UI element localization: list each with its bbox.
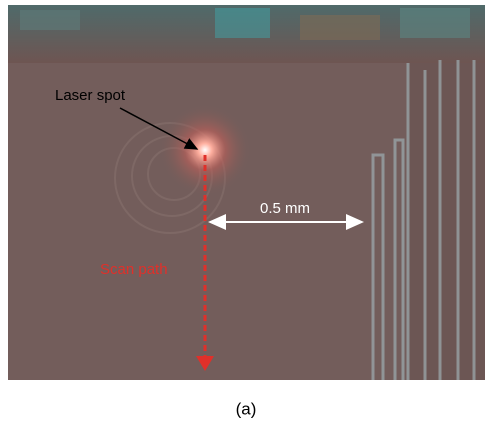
laser-spot-label: Laser spot	[55, 87, 126, 104]
photo	[8, 5, 485, 380]
scale-label: 0.5 mm	[260, 200, 310, 217]
page: Laser spot 0.5 mm Scan path (a) (() => {…	[0, 0, 493, 431]
figure: Laser spot 0.5 mm Scan path (a)	[0, 0, 493, 431]
scan-path-label: Scan path	[100, 261, 168, 278]
caption: (a)	[236, 399, 257, 418]
